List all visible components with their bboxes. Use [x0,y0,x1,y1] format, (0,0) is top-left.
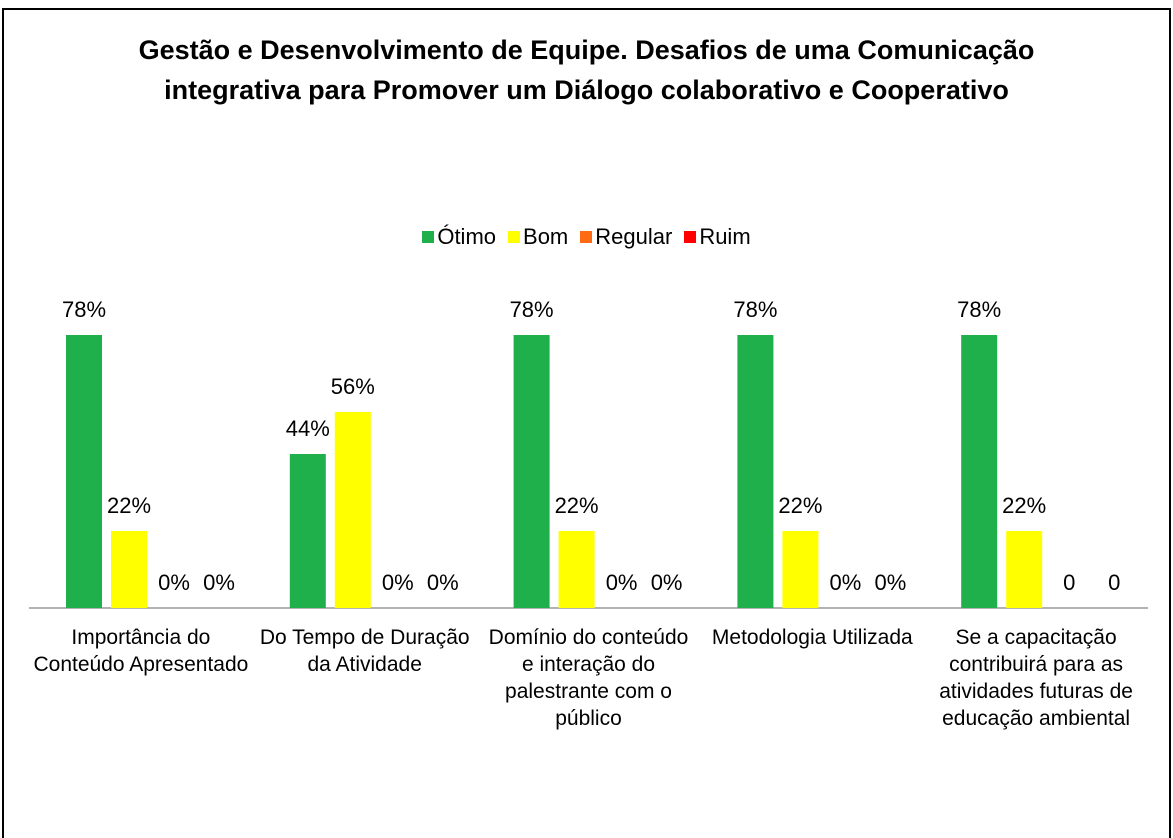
data-label: 0% [382,570,414,595]
bar [782,531,819,608]
bar [513,335,550,608]
legend: Ótimo Bom Regular Ruim [0,224,1173,250]
data-label: 0% [651,570,683,595]
legend-swatch [422,231,435,243]
legend-swatch [684,231,697,243]
bar [289,454,326,608]
data-label: 0% [158,570,190,595]
legend-label: Bom [523,224,569,249]
chart-frame [2,8,1171,838]
legend-item: Regular [580,224,672,250]
legend-label: Ruim [699,224,751,249]
data-label: 78% [62,297,106,322]
bar [334,412,371,608]
data-label: 0 [1063,570,1075,595]
x-tick-label: Se a capacitação contribuirá para as ati… [939,626,1133,730]
legend-label: Ótimo [437,224,497,249]
data-label: 22% [1002,493,1046,518]
data-label: 22% [778,493,822,518]
data-label: 0% [427,570,459,595]
data-label: 0% [203,570,235,595]
chart-title: Gestão e Desenvolvimento de Equipe. Desa… [138,35,1035,105]
legend-item: Bom [508,224,568,250]
data-label: 0 [1108,570,1120,595]
bar [737,335,774,608]
legend-item: Ruim [684,224,751,250]
x-tick-label: Domínio do conteúdo e interação do pales… [488,626,689,730]
title-box: Gestão e Desenvolvimento de Equipe. Desa… [0,30,1173,110]
data-label: 0% [830,570,862,595]
data-label: 78% [957,297,1001,322]
bar [66,335,102,608]
bar [1006,531,1043,608]
legend-item: Ótimo [422,224,496,250]
data-label: 0% [875,570,907,595]
data-label: 78% [733,297,777,322]
bar [961,335,998,608]
data-label: 0% [606,570,638,595]
data-label: 56% [331,374,375,399]
bar [111,531,147,608]
legend-swatch [508,231,521,243]
data-label: 44% [286,416,330,441]
bar [558,531,595,608]
data-label: 78% [510,297,554,322]
data-label: 22% [107,493,151,518]
x-tick-label: Importância do Conteúdo Apresentado [33,626,249,676]
legend-label: Regular [595,224,673,249]
data-label: 22% [555,493,599,518]
x-tick-label: Do Tempo de Duração da Atividade [259,626,470,676]
x-tick-label: Metodologia Utilizada [711,626,913,649]
legend-swatch [580,231,593,243]
